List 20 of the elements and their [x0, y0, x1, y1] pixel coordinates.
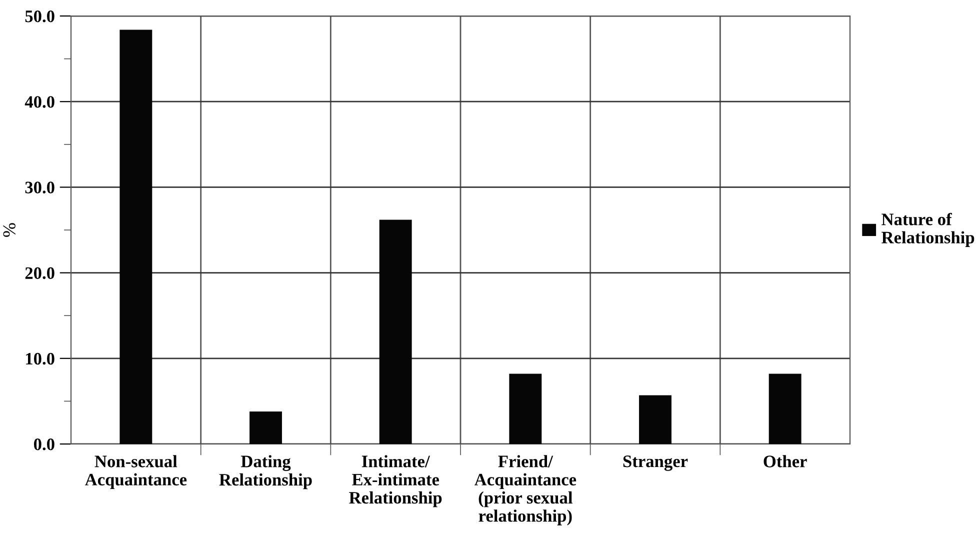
y-tick-label: 0.0 [34, 438, 54, 450]
bar [120, 30, 152, 444]
bar [768, 374, 802, 444]
y-tick-label: 50.0 [25, 10, 54, 22]
x-tick-label: Other [764, 455, 807, 468]
x-tick-label: Stranger [623, 456, 688, 471]
bar [639, 395, 672, 444]
y-axis-title: % [3, 223, 16, 237]
bar [379, 220, 412, 444]
x-tick-label: Dating Relationship [219, 455, 312, 490]
y-tick-label: 40.0 [24, 96, 54, 108]
x-tick-label: Non-sexual Acquaintance [84, 455, 187, 490]
y-tick-label: 20.0 [25, 267, 54, 280]
y-tick-label: 30.0 [25, 182, 54, 194]
bar [250, 411, 282, 444]
x-tick-label: Friend/ Acquaintance (prior sexual relationship) [474, 455, 576, 526]
x-tick-label: Intimate/ Ex-intimate Relationship [349, 455, 442, 508]
y-tick-label: 10.0 [26, 352, 54, 365]
bar [509, 374, 542, 444]
legend-label: Nature of Relationship [882, 212, 974, 247]
